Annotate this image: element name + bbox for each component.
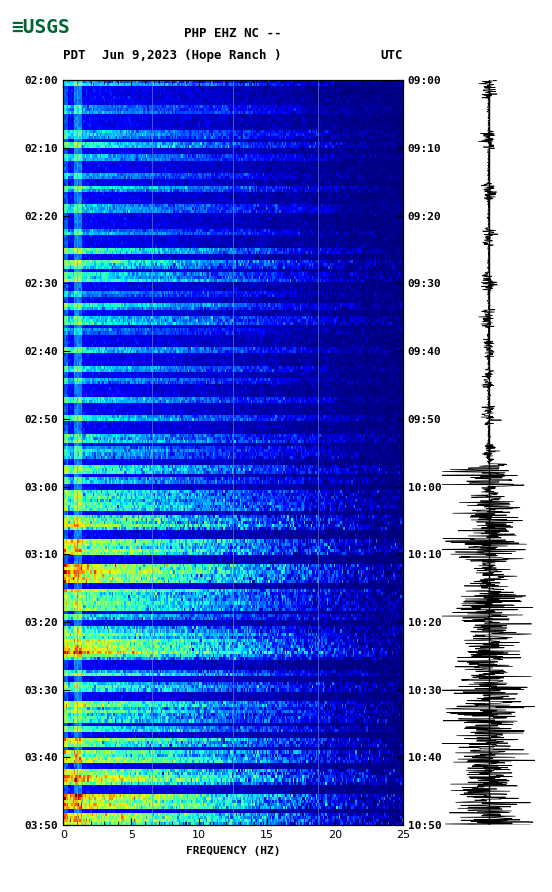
X-axis label: FREQUENCY (HZ): FREQUENCY (HZ) (186, 846, 280, 855)
Text: ≡USGS: ≡USGS (11, 18, 70, 37)
Text: PHP EHZ NC --: PHP EHZ NC -- (184, 27, 282, 40)
Text: (Hope Ranch ): (Hope Ranch ) (184, 49, 282, 62)
Text: Jun 9,2023: Jun 9,2023 (102, 49, 177, 62)
Text: PDT: PDT (63, 49, 86, 62)
Text: UTC: UTC (380, 49, 403, 62)
